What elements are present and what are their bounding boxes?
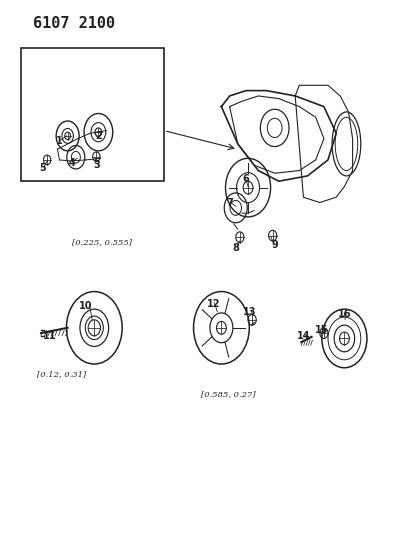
- Bar: [20, 48, 164, 181]
- Text: 2: 2: [95, 131, 101, 141]
- Text: 8: 8: [232, 243, 238, 253]
- Text: 16: 16: [337, 310, 350, 319]
- Text: 11: 11: [43, 331, 56, 341]
- Text: [0.12, 0.31]: [0.12, 0.31]: [37, 370, 86, 378]
- Text: 6107 2100: 6107 2100: [33, 16, 115, 31]
- Text: 5: 5: [40, 163, 46, 173]
- Text: 6: 6: [242, 174, 249, 183]
- Text: 13: 13: [243, 307, 256, 317]
- Text: 12: 12: [206, 299, 219, 309]
- Text: 10: 10: [79, 302, 92, 311]
- Text: 7: 7: [226, 198, 232, 207]
- Text: 1: 1: [56, 136, 63, 146]
- Text: 15: 15: [315, 326, 328, 335]
- Text: [0.585, 0.27]: [0.585, 0.27]: [200, 390, 255, 398]
- Text: 4: 4: [68, 158, 75, 167]
- Text: 9: 9: [271, 240, 277, 250]
- Text: 3: 3: [93, 160, 99, 170]
- Text: 14: 14: [296, 331, 309, 341]
- Text: [0.225, 0.555]: [0.225, 0.555]: [72, 238, 131, 246]
